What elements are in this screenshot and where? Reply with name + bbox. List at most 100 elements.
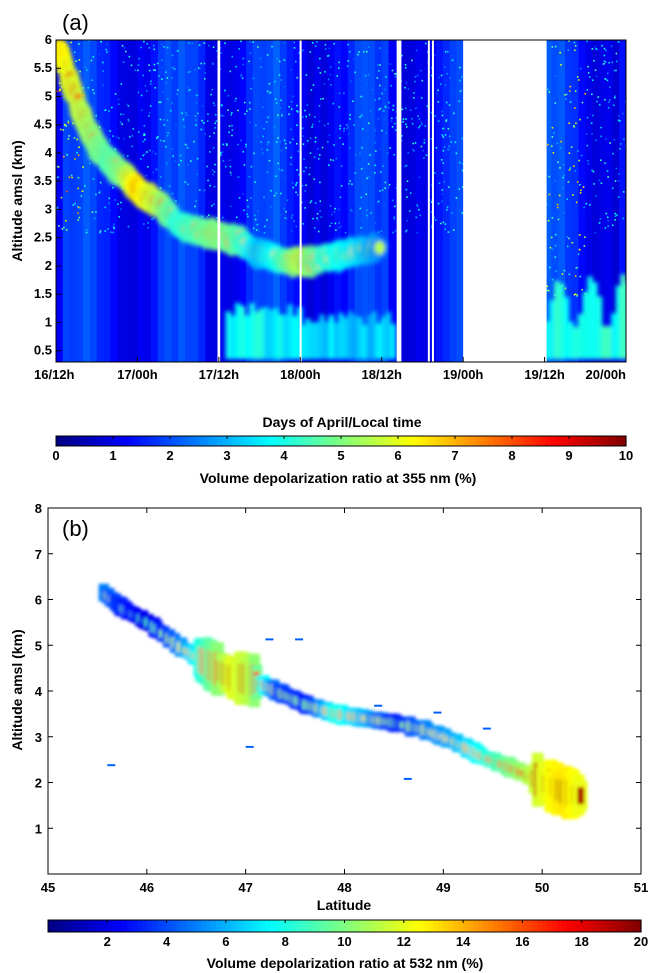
noise-pixel xyxy=(372,153,375,155)
noise-pixel xyxy=(279,140,282,143)
noise-pixel xyxy=(448,145,450,148)
noise-pixel xyxy=(348,50,351,53)
noise-pixel xyxy=(191,42,193,45)
noise-pixel xyxy=(368,154,371,156)
noise-pixel xyxy=(199,189,201,191)
noise-pixel xyxy=(114,93,117,95)
colorbar-swatch xyxy=(459,436,466,446)
noise-pixel xyxy=(229,159,231,162)
noise-pixel xyxy=(181,112,183,115)
noise-pixel xyxy=(263,196,265,199)
noise-pixel xyxy=(551,46,554,48)
colorbar-swatch xyxy=(497,436,504,446)
noise-pixel xyxy=(243,101,246,104)
noise-pixel xyxy=(282,207,285,210)
noise-pixel xyxy=(68,176,71,179)
noise-pixel xyxy=(346,127,348,130)
noise-pixel xyxy=(554,180,556,182)
noise-pixel xyxy=(280,113,283,115)
noise-pixel xyxy=(578,234,581,236)
noise-pixel xyxy=(548,193,551,196)
noise-pixel xyxy=(80,195,83,197)
colorbar-swatch xyxy=(369,436,375,446)
noise-pixel xyxy=(329,205,332,207)
noise-pixel xyxy=(211,169,214,172)
noise-pixel xyxy=(64,219,67,222)
noise-pixel xyxy=(371,113,374,115)
noise-pixel xyxy=(125,50,127,53)
boundary-layer-cell xyxy=(300,325,306,360)
colorbar-swatch xyxy=(621,920,627,932)
noise-pixel xyxy=(583,245,586,247)
noise-pixel xyxy=(315,45,317,47)
noise-pixel xyxy=(70,41,72,44)
noise-pixel xyxy=(320,216,323,218)
noise-pixel xyxy=(447,148,449,151)
noise-pixel xyxy=(431,74,433,77)
noise-pixel xyxy=(586,40,588,42)
noise-pixel xyxy=(587,163,590,165)
noise-pixel xyxy=(248,175,251,178)
noise-pixel xyxy=(209,184,211,187)
noise-pixel xyxy=(155,137,158,140)
noise-pixel xyxy=(127,120,130,122)
boundary-layer-cell xyxy=(324,321,330,360)
noise-pixel xyxy=(405,229,408,232)
noise-pixel xyxy=(609,142,611,144)
noise-pixel xyxy=(258,230,260,233)
noise-pixel xyxy=(213,104,216,107)
noise-pixel xyxy=(448,104,451,106)
data-gap xyxy=(299,40,302,362)
background-column xyxy=(605,40,613,362)
background-column xyxy=(402,40,410,362)
noise-pixel xyxy=(314,116,316,118)
noise-pixel xyxy=(112,226,115,228)
noise-pixel xyxy=(68,135,70,137)
noise-pixel xyxy=(319,210,321,212)
noise-pixel xyxy=(246,213,248,216)
noise-pixel xyxy=(131,134,134,137)
noise-pixel xyxy=(459,90,462,92)
noise-pixel xyxy=(338,106,341,108)
colorbar-swatch xyxy=(547,920,553,932)
noise-pixel xyxy=(248,101,251,104)
noise-pixel xyxy=(79,70,81,73)
noise-pixel xyxy=(374,164,377,167)
noise-pixel xyxy=(220,52,222,54)
noise-pixel xyxy=(612,152,614,155)
noise-pixel xyxy=(444,227,447,230)
noise-pixel xyxy=(134,69,137,71)
noise-pixel xyxy=(235,216,238,219)
noise-pixel xyxy=(77,205,79,208)
colorbar-swatch xyxy=(497,920,504,932)
colorbar-swatch xyxy=(344,920,351,932)
noise-pixel xyxy=(82,87,85,89)
noise-pixel xyxy=(379,64,381,66)
noise-pixel xyxy=(335,229,337,232)
noise-pixel xyxy=(58,225,60,227)
noise-pixel xyxy=(62,129,64,131)
noise-pixel xyxy=(343,130,345,132)
colorbar-swatch xyxy=(345,436,352,446)
noise-pixel xyxy=(366,209,368,212)
noise-pixel xyxy=(604,78,607,80)
noise-pixel xyxy=(567,49,570,52)
colorbar-swatch xyxy=(453,920,459,932)
noise-pixel xyxy=(385,76,387,78)
noise-pixel xyxy=(604,61,607,63)
panel-a-x-axis: 16/12h 17/00h 17/12h 18/00h 18/12h 19/00h 19/1… xyxy=(34,357,627,382)
noise-pixel xyxy=(607,219,610,222)
noise-pixel xyxy=(224,42,226,45)
colorbar-swatch xyxy=(438,920,444,932)
noise-pixel xyxy=(553,132,555,134)
noise-pixel xyxy=(156,62,159,65)
noise-pixel xyxy=(195,124,197,126)
noise-pixel xyxy=(337,226,340,229)
noise-pixel xyxy=(568,273,571,276)
noise-pixel xyxy=(173,68,176,70)
noise-pixel xyxy=(79,207,81,209)
noise-pixel xyxy=(284,142,287,145)
noise-pixel xyxy=(185,114,188,116)
noise-pixel xyxy=(413,92,415,94)
